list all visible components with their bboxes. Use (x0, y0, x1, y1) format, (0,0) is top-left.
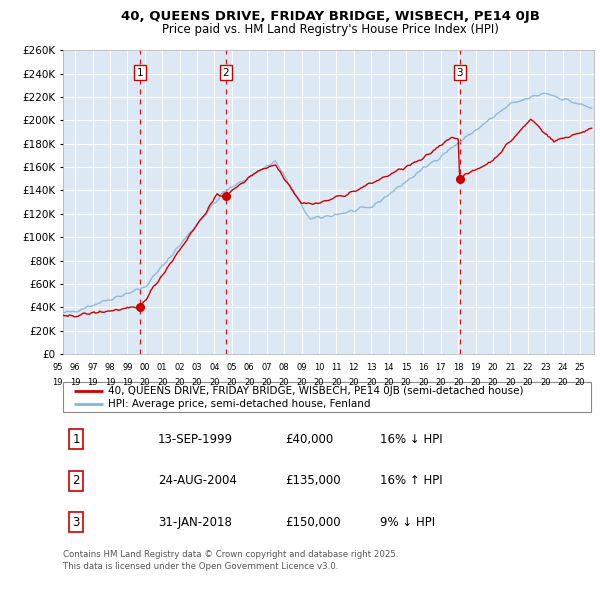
Text: 98: 98 (104, 363, 115, 372)
Text: 20: 20 (523, 378, 533, 386)
Text: 20: 20 (557, 378, 568, 386)
Text: 40, QUEENS DRIVE, FRIDAY BRIDGE, WISBECH, PE14 0JB (semi-detached house): 40, QUEENS DRIVE, FRIDAY BRIDGE, WISBECH… (108, 386, 523, 395)
Text: 19: 19 (70, 378, 80, 386)
Text: 25: 25 (575, 363, 586, 372)
Text: 20: 20 (488, 363, 498, 372)
Text: 13-SEP-1999: 13-SEP-1999 (158, 433, 233, 446)
Text: 20: 20 (349, 378, 359, 386)
Text: 06: 06 (244, 363, 254, 372)
Text: 20: 20 (418, 378, 428, 386)
Text: 31-JAN-2018: 31-JAN-2018 (158, 516, 232, 529)
Text: 15: 15 (401, 363, 411, 372)
Text: 20: 20 (401, 378, 411, 386)
Text: 20: 20 (192, 378, 202, 386)
Text: 20: 20 (244, 378, 254, 386)
Text: 24: 24 (557, 363, 568, 372)
Text: 01: 01 (157, 363, 167, 372)
Text: 23: 23 (540, 363, 551, 372)
Text: 97: 97 (87, 363, 98, 372)
Text: 08: 08 (279, 363, 289, 372)
Text: Contains HM Land Registry data © Crown copyright and database right 2025.: Contains HM Land Registry data © Crown c… (63, 550, 398, 559)
Text: 02: 02 (175, 363, 185, 372)
Text: 19: 19 (53, 378, 63, 386)
Text: 20: 20 (331, 378, 341, 386)
Text: Price paid vs. HM Land Registry's House Price Index (HPI): Price paid vs. HM Land Registry's House … (161, 23, 499, 36)
Text: 11: 11 (331, 363, 341, 372)
Text: 99: 99 (122, 363, 133, 372)
Text: 20: 20 (488, 378, 498, 386)
Text: 05: 05 (227, 363, 237, 372)
Text: 16% ↓ HPI: 16% ↓ HPI (380, 433, 442, 446)
Text: This data is licensed under the Open Government Licence v3.0.: This data is licensed under the Open Gov… (63, 562, 338, 571)
Text: 19: 19 (470, 363, 481, 372)
Text: HPI: Average price, semi-detached house, Fenland: HPI: Average price, semi-detached house,… (108, 399, 370, 409)
Text: 96: 96 (70, 363, 80, 372)
Text: 20: 20 (279, 378, 289, 386)
Text: 9% ↓ HPI: 9% ↓ HPI (380, 516, 435, 529)
Text: 24-AUG-2004: 24-AUG-2004 (158, 474, 237, 487)
Text: 04: 04 (209, 363, 220, 372)
Text: £150,000: £150,000 (285, 516, 340, 529)
Text: £135,000: £135,000 (285, 474, 340, 487)
Text: 18: 18 (453, 363, 464, 372)
Text: 07: 07 (262, 363, 272, 372)
Text: 19: 19 (105, 378, 115, 386)
Text: 20: 20 (314, 378, 324, 386)
FancyBboxPatch shape (63, 382, 591, 412)
Text: 16: 16 (418, 363, 428, 372)
Text: 03: 03 (192, 363, 202, 372)
Text: 1: 1 (136, 68, 143, 78)
Text: 22: 22 (523, 363, 533, 372)
Text: 20: 20 (227, 378, 237, 386)
Text: 12: 12 (349, 363, 359, 372)
Text: 00: 00 (140, 363, 150, 372)
Text: 20: 20 (383, 378, 394, 386)
Text: 21: 21 (505, 363, 515, 372)
Text: £40,000: £40,000 (285, 433, 333, 446)
Text: 20: 20 (505, 378, 515, 386)
Text: 20: 20 (453, 378, 463, 386)
Text: 16% ↑ HPI: 16% ↑ HPI (380, 474, 442, 487)
Text: 20: 20 (436, 378, 446, 386)
Text: 10: 10 (314, 363, 324, 372)
Text: 13: 13 (366, 363, 376, 372)
Text: 20: 20 (140, 378, 150, 386)
Text: 1: 1 (73, 433, 80, 446)
Text: 14: 14 (383, 363, 394, 372)
Text: 2: 2 (223, 68, 229, 78)
Text: 09: 09 (296, 363, 307, 372)
Text: 19: 19 (122, 378, 133, 386)
Text: 20: 20 (366, 378, 376, 386)
Text: 20: 20 (575, 378, 586, 386)
Text: 3: 3 (456, 68, 463, 78)
Text: 20: 20 (175, 378, 185, 386)
Text: 20: 20 (470, 378, 481, 386)
Text: 2: 2 (73, 474, 80, 487)
Text: 20: 20 (209, 378, 220, 386)
Text: 20: 20 (262, 378, 272, 386)
Text: 19: 19 (88, 378, 98, 386)
Text: 40, QUEENS DRIVE, FRIDAY BRIDGE, WISBECH, PE14 0JB: 40, QUEENS DRIVE, FRIDAY BRIDGE, WISBECH… (121, 10, 539, 23)
Text: 20: 20 (540, 378, 551, 386)
Text: 20: 20 (296, 378, 307, 386)
Text: 17: 17 (436, 363, 446, 372)
Text: 3: 3 (73, 516, 80, 529)
Text: 95: 95 (53, 363, 63, 372)
Text: 20: 20 (157, 378, 167, 386)
